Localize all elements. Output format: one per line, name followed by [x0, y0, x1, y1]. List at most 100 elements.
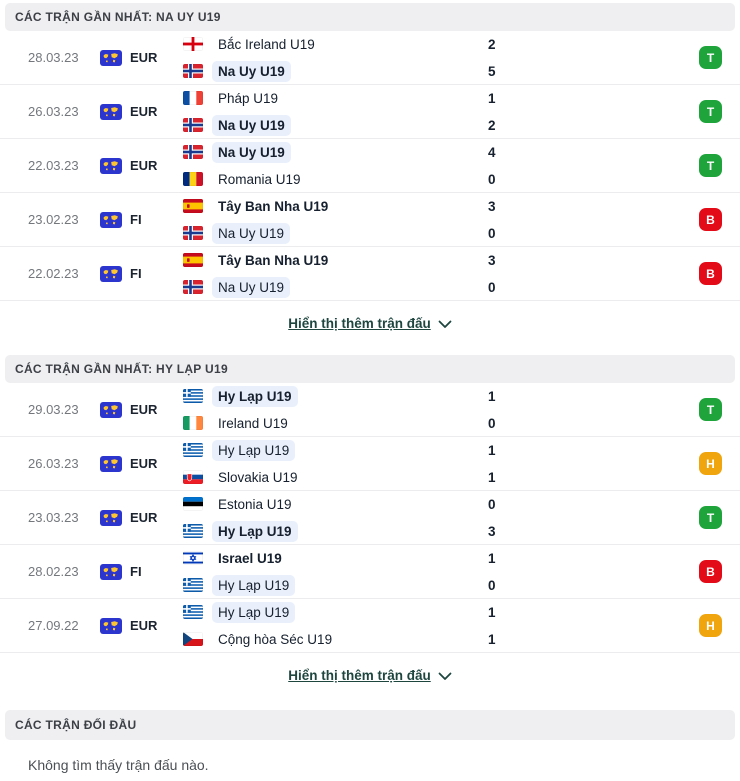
section-title: CÁC TRẬN GẦN NHẤT: HY LẠP U19: [5, 355, 735, 383]
norway-flag-icon: [183, 64, 203, 78]
team-score: 1: [488, 604, 496, 620]
romania-flag-icon: [183, 172, 203, 186]
czech-flag-icon: [183, 632, 203, 646]
match-date: 26.03.23: [28, 104, 79, 119]
team-score: 3: [488, 252, 496, 268]
team-score: 2: [488, 117, 496, 133]
competition-label: FI: [130, 266, 142, 281]
team-line: Bắc Ireland U19 2: [183, 31, 699, 58]
show-more-row: Hiển thị thêm trận đấu: [0, 653, 740, 697]
teams-block: Hy Lạp U19 1 Cộng hòa Séc U19 1: [183, 599, 699, 653]
northern-ireland-flag-icon: [183, 37, 203, 51]
team-name: Israel U19: [218, 550, 282, 566]
greece-flag-icon: [183, 578, 203, 592]
result-badge: H: [699, 614, 722, 637]
team-line: Hy Lạp U19 1: [183, 437, 699, 464]
team-line: Tây Ban Nha U19 3: [183, 247, 699, 274]
teams-block: Estonia U19 0 Hy Lạp U19 3: [183, 491, 699, 545]
team-line: Na Uy U19 4: [183, 139, 699, 166]
competition-label: EUR: [130, 104, 158, 119]
team-score: 1: [488, 90, 496, 106]
ireland-flag-icon: [183, 416, 203, 430]
match-row[interactable]: 26.03.23 EUR Hy Lạp U19 1 Slovakia U19 1 H: [0, 437, 740, 491]
team-line: Cộng hòa Séc U19 1: [183, 626, 699, 653]
norway-flag-icon: [183, 145, 203, 159]
match-row[interactable]: 29.03.23 EUR Hy Lạp U19 1 Ireland U19 0 T: [0, 383, 740, 437]
team-score: 4: [488, 144, 496, 160]
match-row[interactable]: 23.03.23 EUR Estonia U19 0 Hy Lạp U19 3 T: [0, 491, 740, 545]
team-line: Pháp U19 1: [183, 85, 699, 112]
team-line: Hy Lạp U19 3: [183, 518, 699, 545]
team-score: 0: [488, 225, 496, 241]
competition-label: FI: [130, 564, 142, 579]
slovakia-flag-icon: [183, 470, 203, 484]
match-row[interactable]: 26.03.23 EUR Pháp U19 1 Na Uy U19 2 T: [0, 85, 740, 139]
match-date: 23.02.23: [28, 212, 79, 227]
teams-block: Israel U19 1 Hy Lạp U19 0: [183, 545, 699, 599]
team-line: Slovakia U19 1: [183, 464, 699, 491]
teams-block: Tây Ban Nha U19 3 Na Uy U19 0: [183, 247, 699, 301]
norway-flag-icon: [183, 280, 203, 294]
teams-block: Bắc Ireland U19 2 Na Uy U19 5: [183, 31, 699, 85]
competition-label: EUR: [130, 158, 158, 173]
match-row[interactable]: 28.02.23 FI Israel U19 1 Hy Lạp U19 0 B: [0, 545, 740, 599]
team-name: Na Uy U19: [212, 276, 291, 298]
chevron-down-icon: [438, 320, 452, 328]
result-badge: H: [699, 452, 722, 475]
greece-flag-icon: [183, 389, 203, 403]
teams-block: Na Uy U19 4 Romania U19 0: [183, 139, 699, 193]
team-line: Na Uy U19 5: [183, 58, 699, 85]
result-badge: B: [699, 262, 722, 285]
competition: EUR: [90, 509, 183, 526]
team-name: Slovakia U19: [218, 469, 298, 485]
world-map-icon: [100, 157, 122, 174]
team-score: 1: [488, 388, 496, 404]
estonia-flag-icon: [183, 497, 203, 511]
show-more-link[interactable]: Hiển thị thêm trận đấu: [288, 316, 452, 331]
competition-label: FI: [130, 212, 142, 227]
team-name: Hy Lạp U19: [212, 601, 296, 623]
team-name: Hy Lạp U19: [212, 385, 298, 407]
greece-flag-icon: [183, 443, 203, 457]
team-score: 1: [488, 631, 496, 647]
match-date: 28.03.23: [28, 50, 79, 65]
team-name: Na Uy U19: [212, 141, 291, 163]
result-badge: T: [699, 506, 722, 529]
competition-label: EUR: [130, 510, 158, 525]
result-badge: T: [699, 154, 722, 177]
competition: EUR: [90, 49, 183, 66]
world-map-icon: [100, 617, 122, 634]
match-row[interactable]: 28.03.23 EUR Bắc Ireland U19 2 Na Uy U19 5 T: [0, 31, 740, 85]
result-badge: T: [699, 398, 722, 421]
team-score: 0: [488, 577, 496, 593]
team-line: Hy Lạp U19 1: [183, 383, 699, 410]
match-date: 29.03.23: [28, 402, 79, 417]
competition: FI: [90, 563, 183, 580]
competition: EUR: [90, 401, 183, 418]
match-date: 22.02.23: [28, 266, 79, 281]
match-list: 28.03.23 EUR Bắc Ireland U19 2 Na Uy U19 5 T 26…: [0, 31, 740, 301]
match-row[interactable]: 22.02.23 FI Tây Ban Nha U19 3 Na Uy U19 0 B: [0, 247, 740, 301]
match-row[interactable]: 27.09.22 EUR Hy Lạp U19 1 Cộng hòa Séc U19 1 H: [0, 599, 740, 653]
empty-message: Không tìm thấy trận đấu nào.: [28, 757, 209, 773]
team-name: Na Uy U19: [212, 60, 291, 82]
world-map-icon: [100, 103, 122, 120]
teams-block: Tây Ban Nha U19 3 Na Uy U19 0: [183, 193, 699, 247]
team-name: Hy Lạp U19: [212, 574, 296, 596]
competition-label: EUR: [130, 618, 158, 633]
team-score: 0: [488, 496, 496, 512]
team-score: 1: [488, 469, 496, 485]
section-title: CÁC TRẬN GẦN NHẤT: NA UY U19: [5, 3, 735, 31]
show-more-link[interactable]: Hiển thị thêm trận đấu: [288, 668, 452, 683]
match-row[interactable]: 23.02.23 FI Tây Ban Nha U19 3 Na Uy U19 0 B: [0, 193, 740, 247]
team-line: Hy Lạp U19 0: [183, 572, 699, 599]
team-score: 2: [488, 36, 496, 52]
team-line: Na Uy U19 0: [183, 220, 699, 247]
team-line: Tây Ban Nha U19 3: [183, 193, 699, 220]
team-line: Israel U19 1: [183, 545, 699, 572]
israel-flag-icon: [183, 551, 203, 565]
spain-flag-icon: [183, 253, 203, 267]
competition: EUR: [90, 455, 183, 472]
match-row[interactable]: 22.03.23 EUR Na Uy U19 4 Romania U19 0 T: [0, 139, 740, 193]
team-name: Romania U19: [218, 171, 301, 187]
